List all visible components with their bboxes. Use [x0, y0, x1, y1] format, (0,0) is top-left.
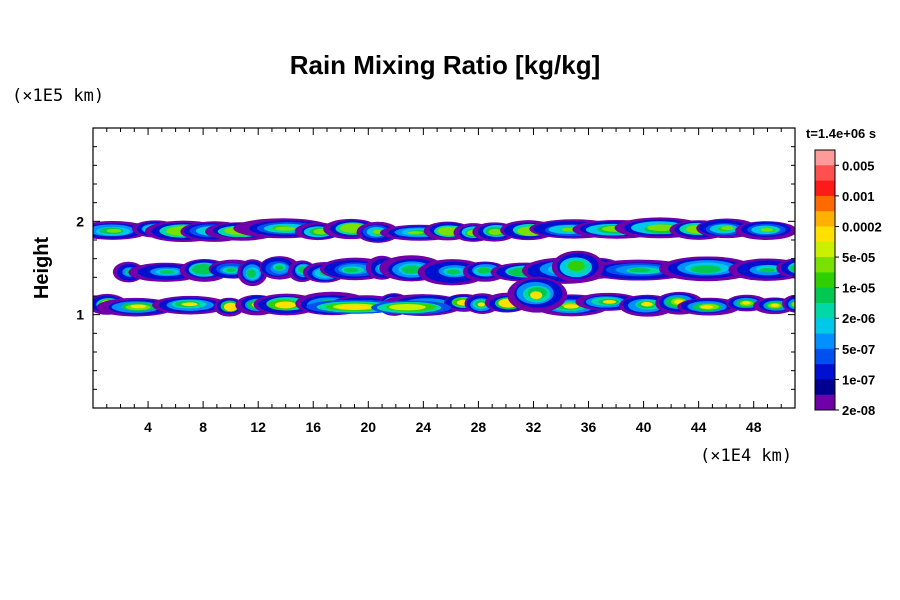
x-unit-label: (×1E4 km)	[700, 446, 792, 466]
x-tick-label: 40	[636, 419, 652, 435]
y-tick-label: 1	[76, 307, 84, 323]
colorbar-swatch	[815, 180, 835, 197]
x-tick-label: 48	[746, 419, 762, 435]
rain-cell	[776, 258, 795, 279]
colorbar-label: 5e-07	[842, 342, 875, 357]
colorbar-swatch	[815, 272, 835, 289]
x-tick-label: 12	[250, 419, 266, 435]
colorbar-swatch	[815, 226, 835, 243]
colorbar-label: 0.001	[842, 189, 875, 204]
colorbar-swatch	[815, 379, 835, 396]
colorbar-swatch	[815, 165, 835, 182]
colorbar-label: 1e-05	[842, 281, 875, 296]
y-axis-label: Height	[31, 237, 53, 300]
x-tick-label: 4	[144, 419, 152, 435]
colorbar-swatch	[815, 348, 835, 365]
rain-cell	[507, 276, 568, 313]
rain-cell	[782, 294, 795, 313]
rain-cell	[658, 256, 755, 282]
colorbar-label: 2e-08	[842, 403, 875, 418]
rain-cell	[753, 297, 795, 315]
rain-cell	[677, 297, 741, 316]
rain-cell	[152, 295, 229, 315]
colorbar-swatch	[815, 287, 835, 304]
chart-title: Rain Mixing Ratio [kg/kg]	[290, 50, 601, 80]
colorbar-swatch	[815, 195, 835, 212]
rain-cell	[214, 297, 245, 317]
rain-cell	[735, 221, 795, 240]
colorbar-label: 0.0002	[842, 219, 882, 234]
colorbar-label: 1e-07	[842, 372, 875, 387]
x-tick-label: 24	[416, 419, 432, 435]
x-tick-label: 36	[581, 419, 597, 435]
colorbar-label: 5e-05	[842, 250, 875, 265]
colorbar-swatch	[815, 211, 835, 227]
x-tick-label: 20	[361, 419, 377, 435]
colorbar-label: 2e-06	[842, 311, 875, 326]
x-tick-label: 8	[199, 419, 207, 435]
colorbar-swatch	[815, 241, 835, 258]
rain-cell	[371, 300, 452, 315]
colorbar-swatch	[815, 333, 835, 350]
x-tick-label: 28	[471, 419, 487, 435]
y-unit-label: (×1E5 km)	[12, 86, 104, 106]
colorbar: 0.005 0.001 0.0002 5e-05 1e-05 2e-06 5e-07 1e-0…	[814, 149, 882, 418]
colorbar-swatch	[815, 302, 835, 319]
rain-cell	[551, 250, 604, 283]
colorbar-swatch	[815, 364, 835, 380]
colorbar-swatch	[815, 318, 835, 335]
colorbar-swatch	[815, 394, 835, 411]
colorbar-swatch	[815, 257, 835, 273]
x-tick-label: 16	[305, 419, 321, 435]
time-label: t=1.4e+06 s	[806, 126, 876, 141]
x-tick-label: 44	[691, 419, 707, 435]
colorbar-swatch	[815, 150, 835, 166]
plot-frame	[92, 127, 796, 409]
colorbar-label: 0.005	[842, 158, 875, 173]
y-tick-label: 2	[76, 213, 84, 229]
rain-field	[93, 217, 795, 317]
x-tick-label: 32	[526, 419, 542, 435]
